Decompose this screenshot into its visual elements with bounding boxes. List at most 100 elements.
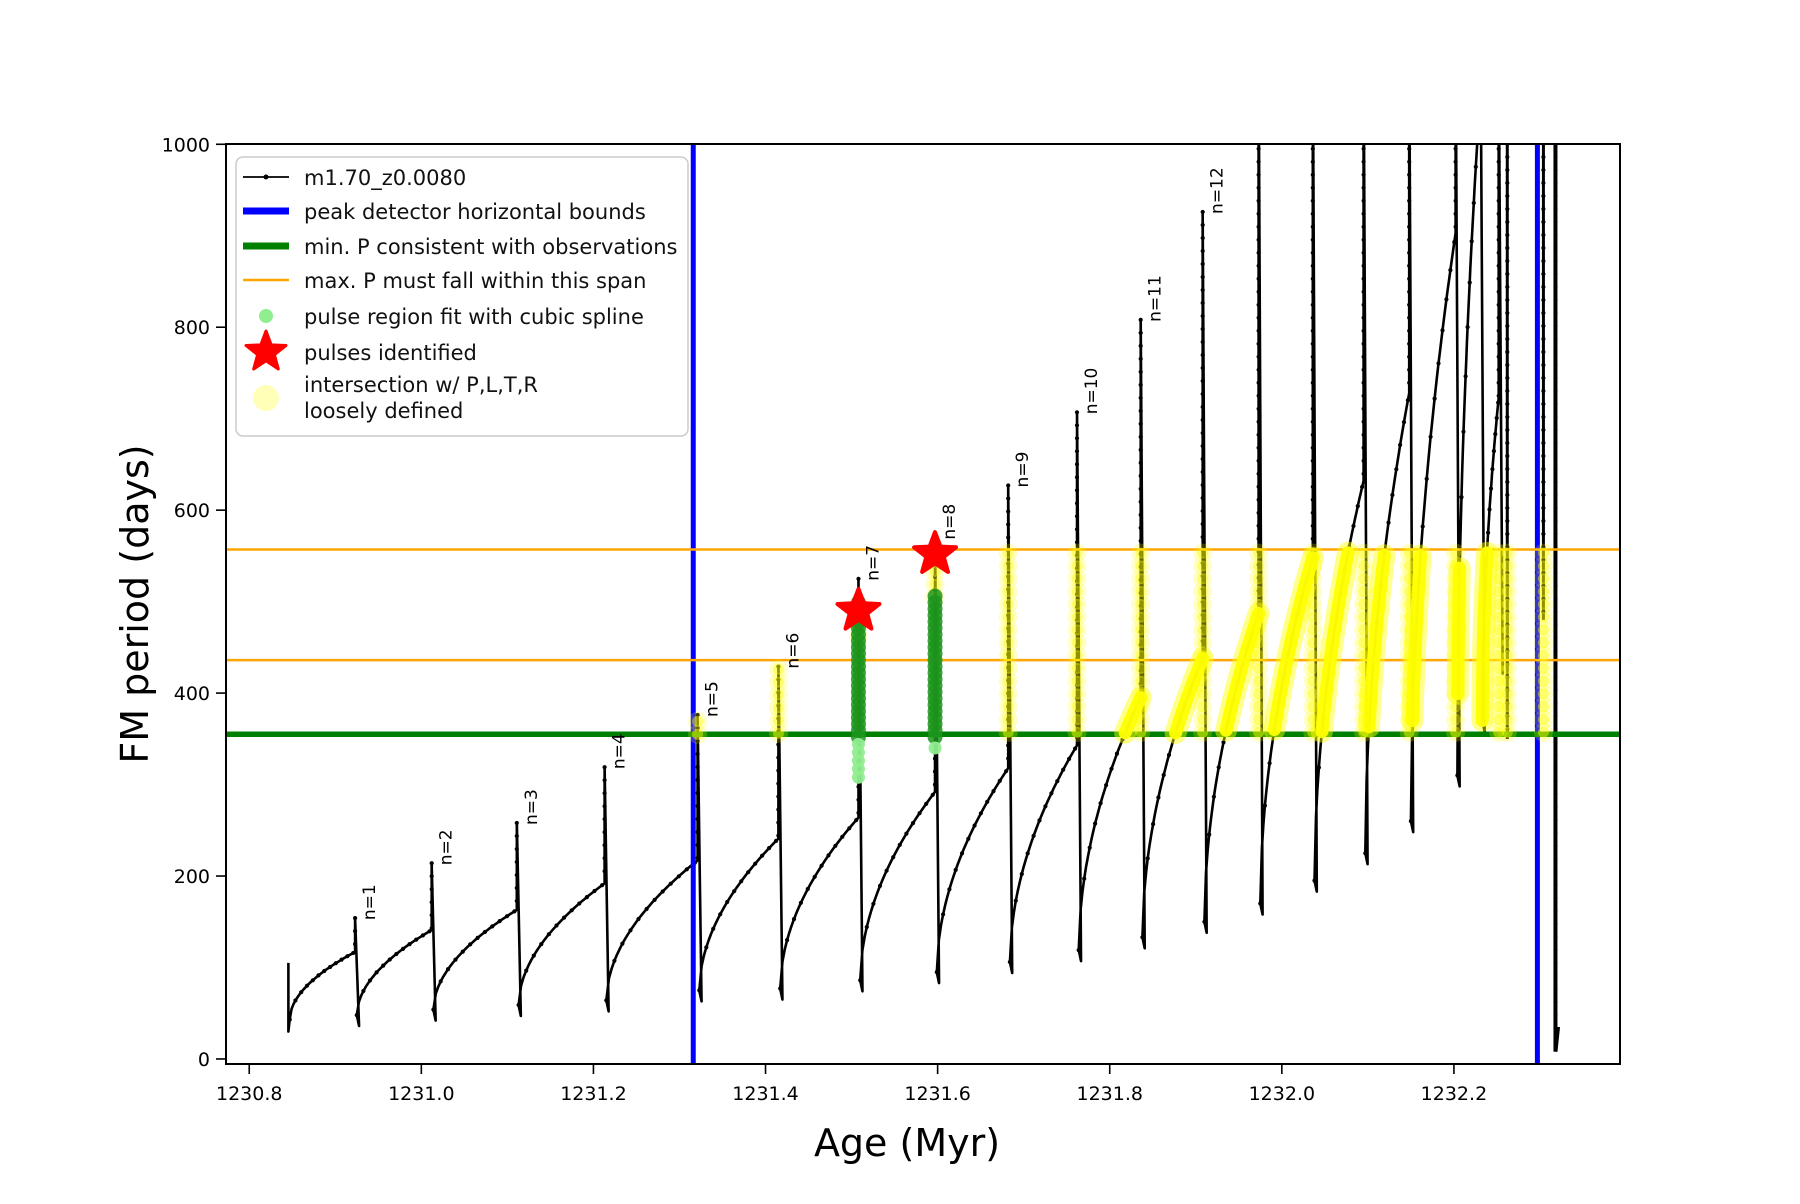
intersection-dot	[768, 698, 788, 718]
intersection-dot	[1193, 556, 1213, 576]
intersection-dot	[1358, 573, 1370, 585]
intersection-dot	[1497, 607, 1517, 627]
intersection-dot	[1358, 547, 1370, 559]
intersection-dot	[1501, 675, 1513, 687]
intersection-dot	[1403, 624, 1415, 636]
pulse-label: n=12	[1208, 167, 1228, 214]
intersection-dot	[1197, 726, 1209, 738]
intersection-dot	[1249, 543, 1269, 563]
intersection-dot	[1002, 637, 1014, 649]
intersection-dot	[1399, 607, 1419, 627]
intersection-dot	[1501, 560, 1513, 572]
intersection-dot	[1131, 569, 1151, 589]
intersection-arc	[1451, 561, 1467, 701]
intersection-arc	[1219, 607, 1266, 737]
intersection-arc	[1169, 651, 1210, 740]
intersection-dot	[1497, 556, 1517, 576]
intersection-arc	[1475, 546, 1494, 727]
intersection-dot	[1493, 650, 1505, 662]
intersection-dot	[1002, 688, 1014, 700]
intersection-dot	[1403, 586, 1415, 598]
intersection-dot	[998, 658, 1018, 678]
intersection-dot	[1537, 650, 1549, 662]
intersection-dot	[1197, 714, 1209, 726]
intersection-dot	[1537, 586, 1549, 598]
intersection-dot	[1135, 637, 1147, 649]
intersection-dot	[1489, 722, 1509, 742]
intersection-dot	[1131, 710, 1151, 730]
intersection-dot	[1307, 624, 1319, 636]
intersection-dot	[1446, 722, 1466, 742]
intersection-dot	[772, 727, 784, 739]
intersection-dot	[1071, 688, 1083, 700]
intersection-dot	[1002, 701, 1014, 713]
intersection-dot	[1358, 637, 1370, 649]
legend-item: max. P must fall within this span	[243, 269, 646, 293]
intersection-dot	[1399, 722, 1419, 742]
intersection-dot	[1253, 573, 1265, 585]
intersection-dot	[1131, 607, 1151, 627]
intersection-dot	[1131, 633, 1151, 653]
intersection-dot	[1493, 662, 1505, 674]
intersection-dot	[998, 684, 1018, 704]
intersection-dot	[1358, 662, 1370, 674]
intersection-dot	[1197, 675, 1209, 687]
intersection-dot	[1249, 646, 1269, 666]
intersection-dot	[1489, 607, 1509, 627]
intersection-dot	[772, 676, 784, 688]
intersection-dot	[1501, 726, 1513, 738]
intersection-dot	[1197, 662, 1209, 674]
intersection-dot	[1537, 637, 1549, 649]
intersection-dot	[1307, 586, 1319, 598]
pulse-label: n=5	[703, 681, 723, 717]
intersection-dot	[1002, 726, 1014, 738]
intersection-dot	[1067, 646, 1087, 666]
intersection-dot	[1358, 688, 1370, 700]
intersection-dot	[1446, 556, 1466, 576]
intersection-dot	[1249, 722, 1269, 742]
intersection-dot	[1497, 543, 1517, 563]
pulse-label: n=1	[360, 884, 380, 920]
pulse-label: n=7	[863, 545, 883, 581]
intersection-dot	[1450, 624, 1462, 636]
intersection-dot	[1493, 586, 1505, 598]
intersection-dot	[1071, 726, 1083, 738]
intersection-dot	[1533, 658, 1553, 678]
legend-item: min. P consistent with observations	[243, 235, 677, 259]
intersection-dot	[1446, 569, 1466, 589]
intersection-dot	[1493, 675, 1505, 687]
intersection-dot	[1197, 560, 1209, 572]
pulse-label: n=11	[1146, 275, 1166, 322]
intersection-dot	[1493, 701, 1505, 713]
intersection-dot	[1533, 697, 1553, 717]
intersection-dot	[929, 565, 941, 577]
intersection-dot	[1193, 620, 1213, 640]
intersection-dot	[1253, 688, 1265, 700]
y-tick-label: 200	[174, 866, 210, 888]
intersection-dot	[1537, 662, 1549, 674]
intersection-dot	[772, 663, 784, 675]
intersection-dot	[1399, 620, 1419, 640]
intersection-dot	[1537, 688, 1549, 700]
intersection-dot	[1354, 594, 1374, 614]
intersection-dot	[1403, 675, 1415, 687]
intersection-dot	[1497, 646, 1517, 666]
intersection-dot	[1135, 675, 1147, 687]
intersection-dot	[1358, 598, 1370, 610]
intersection-dot	[1002, 650, 1014, 662]
intersection-dot	[1354, 582, 1374, 602]
intersection-arc	[1405, 549, 1428, 728]
intersection-dot	[1307, 560, 1319, 572]
intersection-dot	[772, 702, 784, 714]
intersection-dot	[1450, 560, 1462, 572]
main-series-line	[287, 144, 1504, 1033]
intersection-dot	[1533, 620, 1553, 640]
pulse-label: n=9	[1013, 452, 1033, 488]
intersection-dot	[1354, 543, 1374, 563]
intersection-dot	[1131, 684, 1151, 704]
intersection-dot	[1537, 598, 1549, 610]
intersection-dot	[1497, 697, 1517, 717]
intersection-dot	[1450, 547, 1462, 559]
intersection-dot	[688, 724, 708, 744]
intersection-dot	[1446, 582, 1466, 602]
